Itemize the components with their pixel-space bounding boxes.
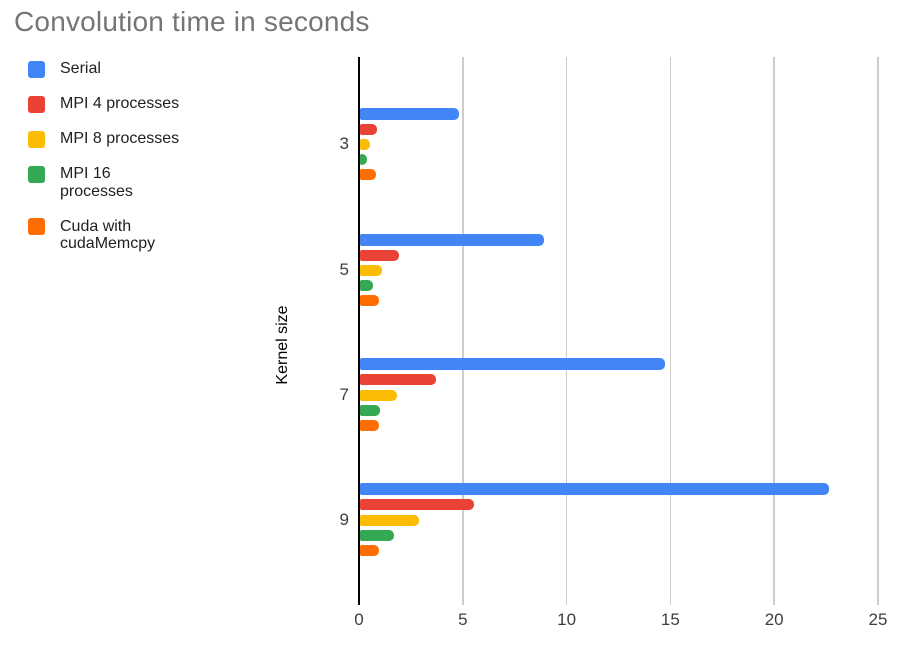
y-category-label: 5 [339, 260, 349, 279]
bar [359, 499, 474, 511]
legend-item-mpi-16: MPI 16 processes [28, 165, 180, 200]
bar [359, 265, 383, 276]
y-category-label: 9 [339, 509, 349, 529]
bar [359, 233, 545, 246]
y-category-label: 7 [339, 384, 349, 404]
bar [359, 358, 665, 371]
legend-swatch-mpi-8 [28, 130, 45, 148]
bar [359, 529, 394, 541]
bar [359, 249, 399, 261]
bar [359, 483, 829, 496]
bar [359, 374, 437, 386]
bar [359, 154, 367, 166]
gridline [773, 57, 775, 605]
legend-item-label: Cuda with cudaMemcpy [60, 217, 156, 253]
y-category-label: 3 [339, 134, 349, 153]
bar [359, 295, 380, 307]
x-tick-label: 15 [660, 610, 680, 629]
legend-swatch-serial [28, 60, 45, 78]
bar [359, 404, 381, 416]
gridline [877, 57, 879, 605]
bar [359, 280, 373, 292]
legend-item-mpi-4: MPI 4 processes [28, 95, 180, 113]
gridline [669, 57, 672, 605]
x-tick-label: 20 [764, 610, 784, 629]
legend-item-label: MPI 16 processes [60, 165, 133, 200]
x-tick-label: 10 [557, 610, 577, 629]
y-axis-line [358, 57, 360, 605]
gridline [565, 57, 568, 605]
legend-item-label: MPI 8 processes [60, 130, 180, 147]
x-tick-label: 0 [354, 610, 364, 629]
bar [359, 419, 380, 431]
bar [359, 139, 370, 150]
legend-item-mpi-8: MPI 8 processes [28, 130, 180, 148]
legend-item-serial: Serial [28, 60, 180, 78]
legend-item-label: Serial [60, 60, 101, 77]
bar [359, 107, 460, 120]
legend-swatch-mpi-4 [28, 95, 45, 113]
bar [359, 389, 397, 401]
legend-item-cuda: Cuda with cudaMemcpy [28, 218, 180, 253]
x-tick-label: 25 [868, 610, 888, 629]
y-axis-title: Kernel size [274, 305, 291, 385]
legend: Serial MPI 4 processes MPI 8 processes M… [28, 60, 180, 253]
bar [359, 123, 378, 135]
bar [359, 544, 380, 556]
plot-area: 0 5 10 15 20 25 3 5 7 9 [340, 57, 890, 629]
bar [359, 514, 419, 526]
legend-item-label: MPI 4 processes [60, 95, 180, 112]
x-tick-label: 5 [458, 610, 468, 629]
gridline [462, 57, 464, 605]
legend-swatch-mpi-16 [28, 165, 45, 183]
chart-title: Convolution time in seconds [14, 6, 370, 37]
bar [359, 169, 377, 181]
legend-swatch-cuda [28, 218, 45, 235]
